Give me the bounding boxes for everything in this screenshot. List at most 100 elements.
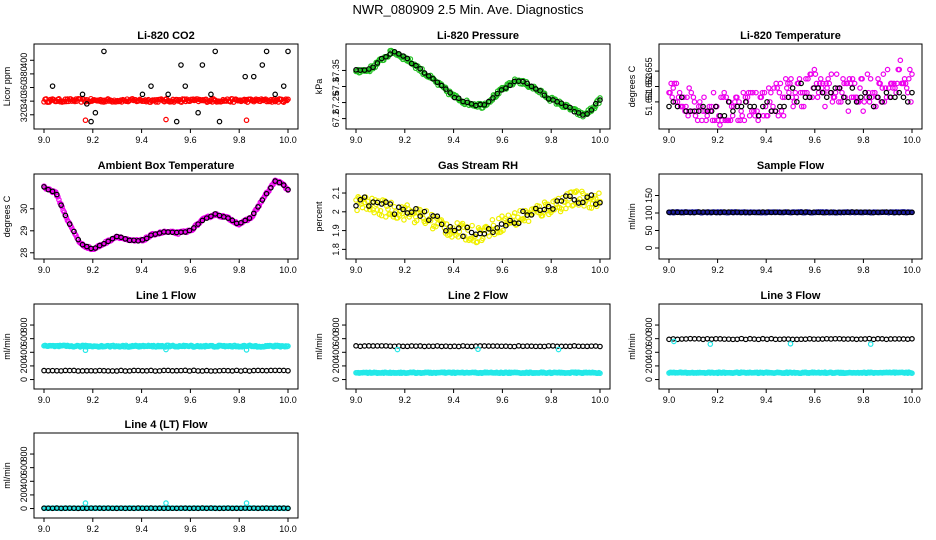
y-tick-label: 67.3: [331, 78, 341, 96]
point-avg: [666, 103, 672, 110]
x-tick-label: 9.8: [233, 135, 246, 145]
y-axis-label: ml/min: [314, 333, 324, 360]
point-raw: [786, 89, 792, 96]
point-raw: [844, 80, 851, 87]
y-tick-label: 0: [19, 377, 29, 382]
point-raw: [798, 103, 805, 110]
point-raw: [770, 103, 776, 110]
y-tick-label: 30: [19, 204, 29, 214]
point-raw: [591, 192, 598, 199]
point-avg: [845, 99, 851, 105]
point-avg: [400, 53, 406, 59]
x-tick-label: 9.4: [135, 524, 148, 534]
y-tick-label: 200: [644, 358, 654, 373]
plot-frame: [33, 432, 299, 519]
data-marks: [353, 47, 603, 120]
x-tick-label: 9.4: [135, 265, 148, 275]
point-raw: [840, 76, 846, 82]
point-avg: [285, 505, 291, 512]
point-raw: [596, 190, 602, 196]
point-avg: [875, 94, 881, 101]
point-raw: [696, 99, 703, 105]
x-tick-label: 10.0: [279, 265, 297, 275]
chart-line4: Line 4 (LT) Flow ml/min 9.0 9.2 9.4 9.6 9.8 10.…: [2, 419, 299, 534]
x-tick-label: 9.2: [711, 135, 724, 145]
point-raw: [711, 117, 718, 124]
point-avg: [597, 97, 603, 103]
y-tick-label: 2.1: [331, 187, 341, 200]
point-raw: [762, 103, 769, 110]
point-avg: [139, 91, 146, 98]
point-raw: [505, 212, 512, 219]
y-tick-label: 600: [331, 331, 341, 346]
point-raw: [800, 103, 807, 110]
page-title: NWR_080909 2.5 Min. Ave. Diagnostics: [352, 2, 584, 17]
point-avg: [272, 91, 278, 98]
y-tick-label: 200: [19, 358, 29, 373]
point-raw: [780, 112, 787, 119]
x-tick-label: 9.8: [857, 265, 870, 275]
point-outlier: [787, 340, 794, 347]
point-avg: [199, 217, 206, 224]
point-outlier: [394, 346, 401, 353]
y-axis-label: kPa: [314, 79, 324, 95]
point-raw: [903, 85, 910, 91]
point-avg: [584, 194, 590, 201]
point-avg: [396, 51, 402, 57]
point-avg: [785, 94, 792, 101]
y-axis-label: ml/min: [2, 462, 12, 489]
point-avg: [870, 103, 877, 110]
x-tick-label: 9.6: [496, 395, 509, 405]
point-raw: [61, 209, 68, 216]
point-avg: [879, 99, 885, 105]
x-tick-label: 9.6: [809, 395, 822, 405]
point-avg: [764, 99, 770, 105]
point-avg: [503, 85, 509, 91]
point-avg: [451, 227, 458, 234]
point-avg: [447, 223, 453, 230]
y-tick-label: 400: [331, 345, 341, 360]
data-marks: [666, 57, 915, 128]
point-avg: [584, 111, 590, 117]
y-tick-label: 400: [19, 53, 29, 68]
point-raw: [479, 235, 486, 242]
point-avg: [742, 99, 749, 105]
point-outlier: [707, 341, 714, 347]
x-tick-label: 9.0: [38, 265, 51, 275]
point-avg: [575, 110, 582, 116]
point-raw: [804, 89, 810, 96]
x-tick-label: 9.0: [663, 395, 676, 405]
point-raw: [788, 76, 794, 82]
point-avg: [567, 193, 573, 200]
point-raw: [374, 207, 381, 213]
point-raw: [845, 108, 852, 114]
x-tick-label: 9.0: [38, 395, 51, 405]
point-avg: [494, 225, 501, 231]
point-avg: [836, 85, 843, 91]
x-tick-label: 9.8: [545, 135, 558, 145]
point-avg: [255, 204, 261, 210]
point-raw: [767, 99, 773, 105]
plot-frame: [658, 303, 923, 390]
y-tick-label: 67.35: [331, 59, 341, 82]
point-avg: [54, 191, 60, 198]
point-raw: [829, 99, 836, 105]
point-raw: [361, 199, 368, 206]
point-avg: [246, 215, 253, 221]
point-raw: [755, 117, 761, 124]
point-avg: [670, 99, 677, 105]
point-raw: [684, 94, 690, 101]
point-avg: [229, 217, 236, 224]
point-avg: [866, 94, 873, 101]
point-avg: [186, 368, 193, 374]
point-avg: [528, 83, 535, 90]
point-raw: [671, 80, 678, 87]
x-tick-label: 9.0: [38, 135, 51, 145]
point-avg: [383, 54, 389, 60]
point-raw: [792, 89, 799, 96]
point-avg: [558, 100, 565, 107]
x-tick-label: 9.0: [663, 265, 676, 275]
point-avg: [71, 228, 77, 235]
point-avg: [259, 62, 266, 68]
point-avg: [751, 103, 758, 110]
